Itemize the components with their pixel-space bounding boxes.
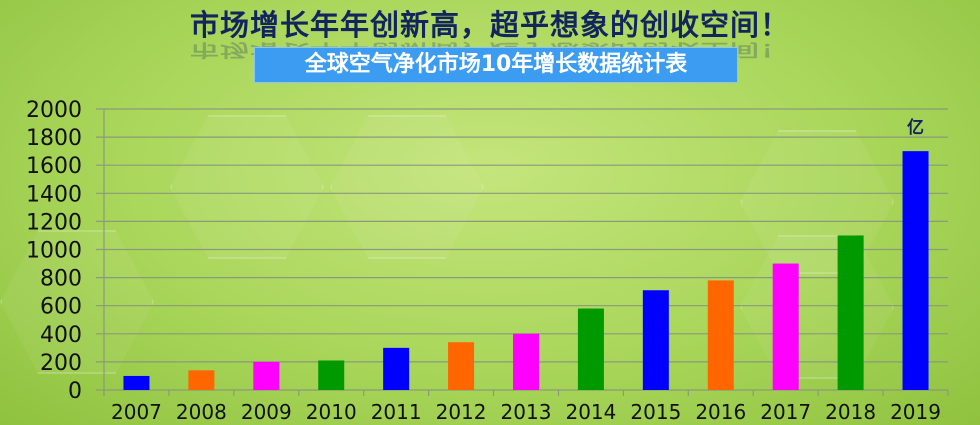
x-tick-label: 2019	[890, 400, 941, 424]
x-tick-label: 2007	[111, 400, 162, 424]
bar-2019	[902, 151, 929, 390]
x-tick-label: 2008	[176, 400, 227, 424]
x-tick-label: 2018	[825, 400, 876, 424]
background-hexagon	[740, 235, 894, 379]
y-tick-label: 1000	[26, 239, 82, 264]
bar-2011	[383, 347, 410, 390]
headline: 市场增长年年创新高，超乎想象的创收空间！	[189, 8, 790, 42]
x-tick-label: 2011	[371, 400, 422, 424]
y-tick-label: 1200	[26, 210, 82, 235]
bar-2017	[772, 263, 799, 390]
x-tick-label: 2012	[436, 400, 487, 424]
y-tick-label: 1400	[26, 182, 82, 207]
bar-2013	[513, 333, 539, 390]
bar-2008	[188, 370, 215, 390]
bar-2010	[318, 360, 345, 390]
x-tick-label: 2014	[565, 400, 616, 424]
x-tick-label: 2013	[501, 400, 552, 424]
bar-2015	[642, 290, 669, 390]
bar-2009	[253, 361, 280, 390]
y-tick-label: 800	[40, 267, 82, 292]
y-tick-label: 1800	[26, 126, 82, 151]
y-tick-label: 0	[68, 379, 82, 404]
bar-2014	[577, 308, 604, 390]
y-tick-label: 400	[40, 323, 82, 348]
bar-2012	[448, 342, 475, 390]
y-tick-label: 200	[40, 351, 82, 376]
y-tick-label: 2000	[26, 98, 82, 123]
x-tick-label: 2015	[630, 400, 681, 424]
x-tick-label: 2016	[695, 400, 746, 424]
x-tick-label: 2017	[760, 400, 811, 424]
y-tick-label: 600	[40, 295, 82, 320]
bar-2018	[837, 235, 864, 390]
y-tick-label: 1600	[26, 154, 82, 179]
bar-2016	[707, 280, 734, 390]
x-tick-label: 2009	[241, 400, 292, 424]
unit-label: 亿	[907, 117, 924, 138]
chart-title: 全球空气净化市场10年增长数据统计表	[254, 47, 738, 83]
x-tick-label: 2010	[306, 400, 357, 424]
bar-2007	[123, 375, 150, 390]
